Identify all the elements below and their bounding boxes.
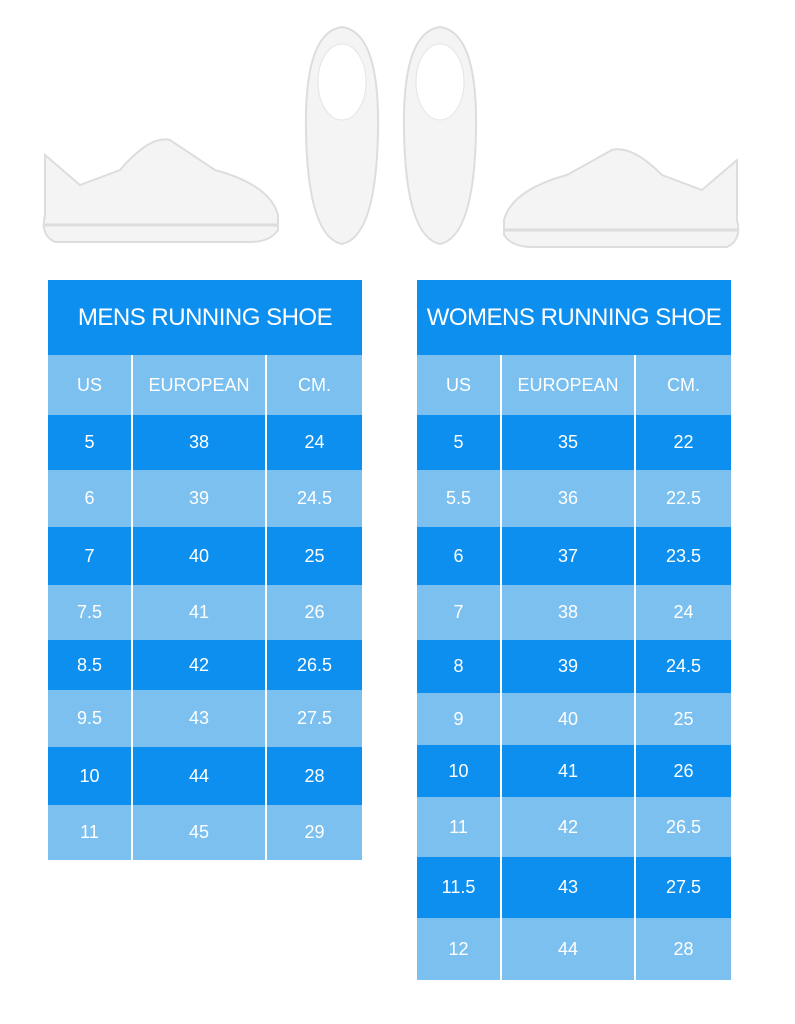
us-size-cell: 6 — [417, 527, 502, 585]
european-size-cell: 36 — [502, 470, 636, 527]
shoe-top-left-image — [304, 25, 380, 246]
us-size-cell: 11 — [48, 805, 133, 860]
us-size-cell: 8.5 — [48, 640, 133, 690]
mens-table-title: MENS RUNNING SHOE — [48, 280, 362, 355]
table-row: 8 39 24.5 — [417, 640, 731, 693]
cm-size-cell: 23.5 — [665, 545, 702, 566]
table-row: 5.5 36 22.5 — [417, 470, 731, 527]
european-size-cell: 40 — [133, 527, 267, 585]
european-size-cell: 41 — [502, 745, 636, 797]
table-row: 7.5 41 26 — [48, 585, 362, 640]
table-row: 5 35 22 — [417, 415, 731, 470]
cm-size-cell: 29 — [304, 822, 325, 842]
mens-header-row: US EUROPEAN CM. — [48, 355, 362, 415]
cm-size-cell: 26.5 — [665, 816, 702, 837]
european-size-cell: 38 — [133, 415, 267, 470]
us-size-cell: 9 — [417, 693, 502, 745]
cm-size-cell: 25 — [673, 708, 694, 729]
header-european: EUROPEAN — [133, 355, 267, 415]
us-size-cell: 10 — [417, 745, 502, 797]
header-us: US — [48, 355, 133, 415]
cm-size-cell: 22 — [673, 432, 694, 452]
cm-size-cell: 27.5 — [296, 708, 333, 728]
table-row: 7 38 24 — [417, 585, 731, 640]
us-size-cell: 12 — [417, 918, 502, 980]
cm-size-cell: 24.5 — [296, 488, 333, 508]
cm-size-cell: 24 — [673, 602, 694, 622]
table-row: 9 40 25 — [417, 693, 731, 745]
european-size-cell: 38 — [502, 585, 636, 640]
european-size-cell: 40 — [502, 693, 636, 745]
european-size-cell: 35 — [502, 415, 636, 470]
us-size-cell: 11.5 — [417, 857, 502, 918]
cm-size-cell: 26.5 — [296, 654, 333, 675]
cm-size-cell: 22.5 — [665, 488, 702, 508]
table-row: 6 37 23.5 — [417, 527, 731, 585]
cm-size-cell: 26 — [304, 602, 325, 622]
table-row: 9.5 43 27.5 — [48, 690, 362, 747]
womens-size-table: WOMENS RUNNING SHOE US EUROPEAN CM. 5 35 2… — [417, 280, 731, 980]
table-row: 10 44 28 — [48, 747, 362, 805]
cm-size-cell: 26 — [673, 760, 694, 781]
us-size-cell: 8 — [417, 640, 502, 693]
cm-size-cell: 27.5 — [665, 877, 702, 897]
table-row: 5 38 24 — [48, 415, 362, 470]
header-european: EUROPEAN — [502, 355, 636, 415]
cm-size-cell: 24.5 — [665, 656, 702, 676]
european-size-cell: 41 — [133, 585, 267, 640]
european-size-cell: 39 — [133, 470, 267, 527]
us-size-cell: 11 — [417, 797, 502, 857]
table-row: 6 39 24.5 — [48, 470, 362, 527]
us-size-cell: 9.5 — [48, 690, 133, 747]
shoe-top-right-image — [402, 25, 478, 246]
table-row: 7 40 25 — [48, 527, 362, 585]
header-cm: CM. — [298, 374, 331, 395]
cm-size-cell: 28 — [304, 765, 325, 786]
header-us: US — [417, 355, 502, 415]
us-size-cell: 6 — [48, 470, 133, 527]
womens-table-title: WOMENS RUNNING SHOE — [417, 280, 731, 355]
cm-size-cell: 24 — [304, 432, 325, 452]
european-size-cell: 44 — [133, 747, 267, 805]
header-cm: CM. — [667, 374, 700, 395]
european-size-cell: 37 — [502, 527, 636, 585]
cm-size-cell: 25 — [304, 545, 325, 566]
european-size-cell: 39 — [502, 640, 636, 693]
us-size-cell: 7.5 — [48, 585, 133, 640]
table-row: 11 42 26.5 — [417, 797, 731, 857]
table-row: 10 41 26 — [417, 745, 731, 797]
european-size-cell: 42 — [133, 640, 267, 690]
table-row: 11 45 29 — [48, 805, 362, 860]
european-size-cell: 43 — [502, 857, 636, 918]
european-size-cell: 44 — [502, 918, 636, 980]
shoe-side-right-image — [503, 148, 740, 248]
womens-header-row: US EUROPEAN CM. — [417, 355, 731, 415]
us-size-cell: 7 — [48, 527, 133, 585]
table-row: 12 44 28 — [417, 918, 731, 980]
mens-size-table: MENS RUNNING SHOE US EUROPEAN CM. 5 38 24 6… — [48, 280, 362, 860]
cm-size-cell: 28 — [673, 938, 694, 959]
table-row: 11.5 43 27.5 — [417, 857, 731, 918]
european-size-cell: 42 — [502, 797, 636, 857]
us-size-cell: 5 — [417, 415, 502, 470]
european-size-cell: 45 — [133, 805, 267, 860]
table-row: 8.5 42 26.5 — [48, 640, 362, 690]
us-size-cell: 10 — [48, 747, 133, 805]
us-size-cell: 7 — [417, 585, 502, 640]
us-size-cell: 5 — [48, 415, 133, 470]
us-size-cell: 5.5 — [417, 470, 502, 527]
european-size-cell: 43 — [133, 690, 267, 747]
shoe-side-left-image — [42, 138, 279, 243]
